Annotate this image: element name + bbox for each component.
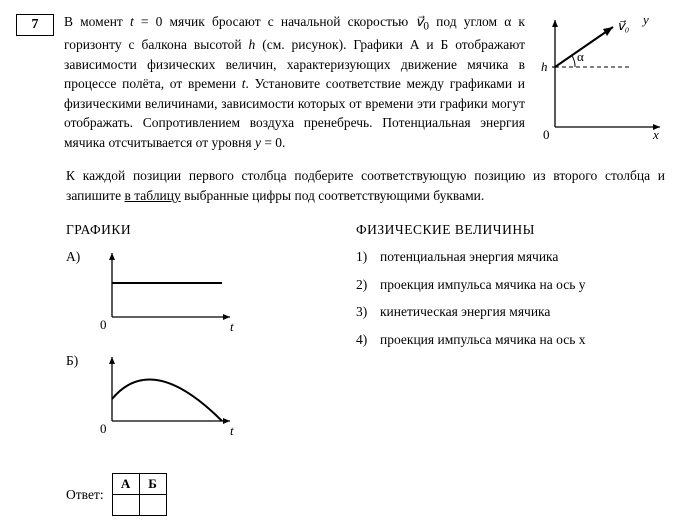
answer-label: Ответ: [66,485,104,505]
svg-text:t: t [230,319,234,334]
list-item: 4) проекция импульса мячика на ось x [356,330,665,350]
instruction-text: К каждой позиции первого столбца подбери… [66,166,665,205]
question-number-box: 7 [16,14,54,36]
answer-header-cell: А [112,474,139,495]
answer-header-cell: Б [139,474,166,495]
graph-constant: 0 t [92,247,242,337]
svg-text:h: h [541,59,548,74]
graph-block: А) 0 t [66,247,326,337]
quantities-heading: ФИЗИЧЕСКИЕ ВЕЛИЧИНЫ [356,220,665,240]
svg-text:v⃗₀: v⃗₀ [617,18,629,33]
list-item-number: 3) [356,302,374,322]
list-item-text: потенциальная энергия мячика [380,247,558,267]
problem-text: В момент t = 0 мячик бросают с начальной… [64,12,525,152]
list-item-number: 1) [356,247,374,267]
svg-text:t: t [230,423,234,438]
svg-text:x: x [652,127,659,142]
graphs-heading: ГРАФИКИ [66,220,326,240]
list-item: 3) кинетическая энергия мячика [356,302,665,322]
answer-value-cell[interactable] [112,495,139,516]
graph-label: А) [66,247,86,267]
list-item: 1) потенциальная энергия мячика [356,247,665,267]
list-item-text: кинетическая энергия мячика [380,302,550,322]
list-item-text: проекция импульса мячика на ось y [380,275,585,295]
list-item-number: 4) [356,330,374,350]
quantities-column: ФИЗИЧЕСКИЕ ВЕЛИЧИНЫ 1) потенциальная энер… [356,220,665,456]
list-item: 2) проекция импульса мячика на ось y [356,275,665,295]
svg-text:0: 0 [100,317,107,332]
answer-value-cell[interactable] [139,495,166,516]
svg-text:0: 0 [100,421,107,436]
svg-text:α: α [577,49,584,64]
graph-parabola: 0 t [92,351,242,441]
svg-text:y: y [641,12,649,27]
graph-label: Б) [66,351,86,371]
graphs-column: ГРАФИКИ А) 0 t Б) 0 t [66,220,326,456]
quantities-list: 1) потенциальная энергия мячика 2) проекция… [356,247,665,349]
list-item-text: проекция импульса мячика на ось x [380,330,585,350]
list-item-number: 2) [356,275,374,295]
trajectory-diagram: y x h 0 v⃗₀ α [535,12,665,142]
answer-table: АБ [112,473,167,516]
graph-block: Б) 0 t [66,351,326,441]
svg-text:0: 0 [543,127,550,142]
